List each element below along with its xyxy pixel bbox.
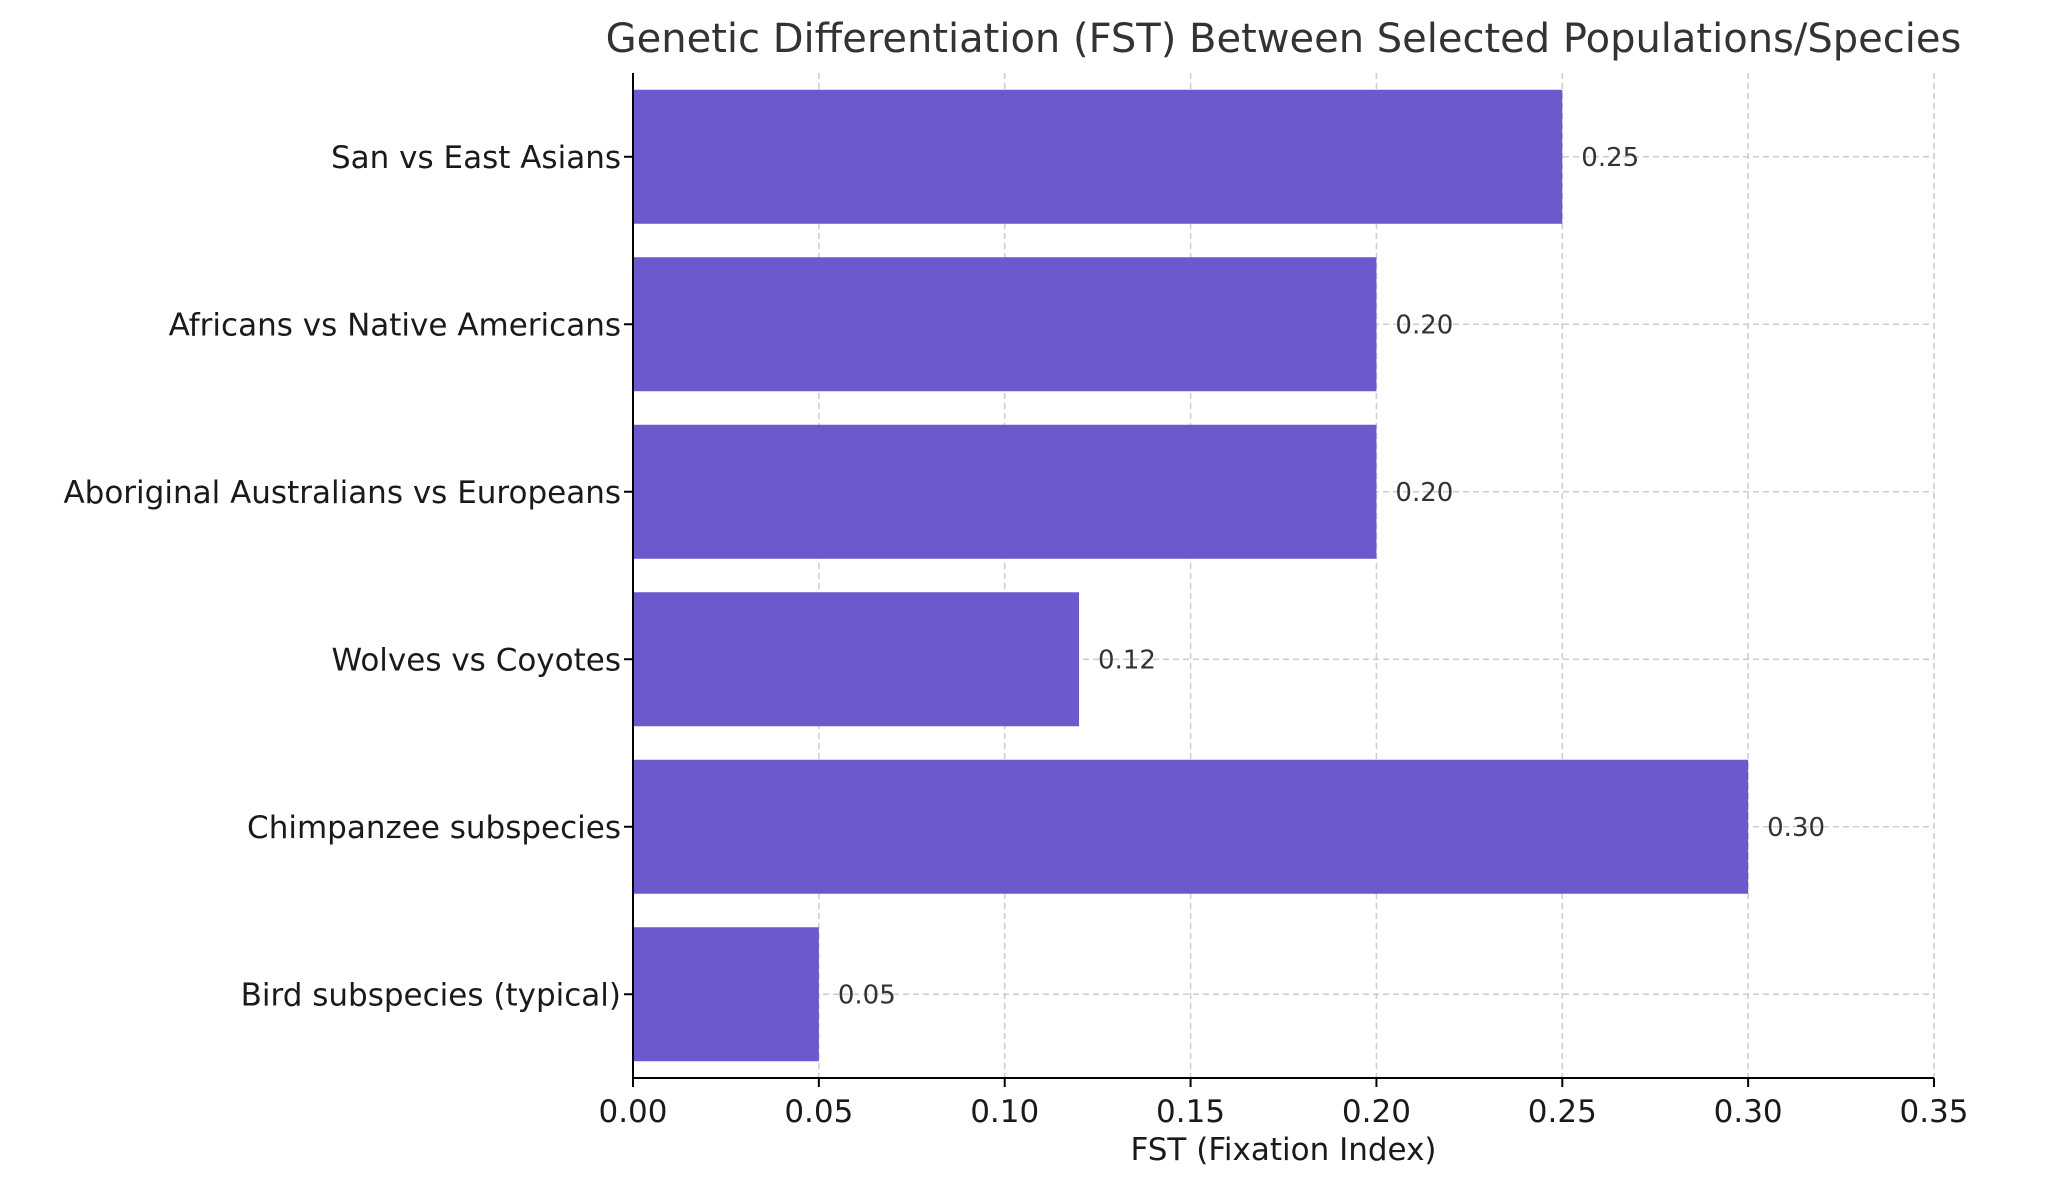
x-axis-title: FST (Fixation Index) (1130, 1132, 1436, 1168)
x-tick-label: 0.15 (1156, 1094, 1225, 1130)
category-label: San vs East Asians (331, 140, 621, 176)
bars-layer (633, 89, 1749, 1062)
category-label: Chimpanzee subspecies (247, 810, 621, 846)
bar-value-label: 0.12 (1098, 645, 1156, 675)
category-label: Africans vs Native Americans (169, 307, 621, 343)
x-tick-label: 0.10 (970, 1094, 1039, 1130)
category-label: Aboriginal Australians vs Europeans (63, 475, 621, 511)
category-label: Wolves vs Coyotes (332, 642, 622, 678)
x-tick-label: 0.00 (598, 1094, 667, 1130)
axes-layer (632, 73, 1934, 1079)
x-tick-label: 0.30 (1714, 1094, 1783, 1130)
bar (633, 424, 1377, 559)
bar-value-label: 0.20 (1395, 310, 1453, 340)
bar (633, 759, 1749, 894)
x-tick-label: 0.25 (1528, 1094, 1597, 1130)
bar (633, 257, 1377, 392)
bar-value-label: 0.25 (1581, 143, 1639, 173)
x-tick-label: 0.05 (784, 1094, 853, 1130)
x-tick-label: 0.35 (1899, 1094, 1968, 1130)
bar (633, 89, 1563, 224)
bar-value-label: 0.30 (1767, 813, 1825, 843)
labels-layer: 0.00 0.05 0.10 0.15 0.20 0.25 0.30 0.35 San vs E… (63, 140, 1968, 1130)
x-tick-label: 0.20 (1342, 1094, 1411, 1130)
bar (633, 927, 819, 1062)
bar-value-label: 0.20 (1395, 478, 1453, 508)
category-label: Bird subspecies (typical) (241, 977, 621, 1013)
chart-title: Genetic Differentiation (FST) Between Se… (606, 16, 1962, 62)
bar-value-label: 0.05 (838, 980, 896, 1010)
bar (633, 592, 1080, 727)
